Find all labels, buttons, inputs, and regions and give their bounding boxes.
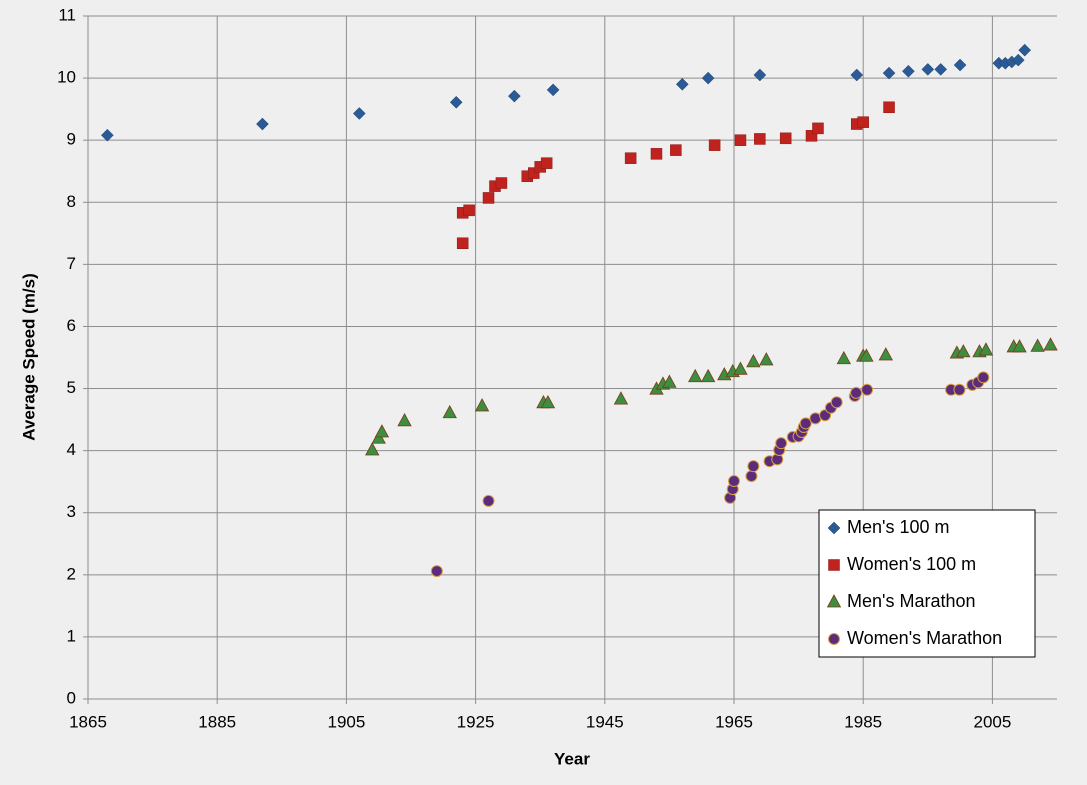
point: [546, 83, 560, 97]
y-tick-label: 7: [67, 254, 76, 273]
point: [978, 342, 994, 356]
x-tick-label: 1985: [844, 712, 882, 731]
point: [977, 371, 990, 384]
point: [836, 350, 851, 365]
point: [662, 374, 677, 388]
point: [613, 391, 629, 405]
point: [101, 128, 114, 142]
point: [482, 192, 495, 204]
y-tick-label: 2: [67, 564, 76, 583]
point: [921, 63, 935, 76]
point: [747, 460, 760, 473]
point: [733, 361, 748, 375]
point: [474, 398, 490, 412]
x-tick-label: 1885: [198, 712, 236, 731]
point: [708, 139, 721, 151]
point: [700, 368, 716, 383]
point: [482, 494, 495, 507]
point: [878, 347, 893, 361]
x-tick-label: 2005: [973, 712, 1011, 731]
point: [775, 437, 788, 450]
point: [805, 130, 818, 142]
point: [430, 565, 443, 578]
y-tick-label: 6: [67, 316, 76, 335]
x-tick-label: 1925: [457, 712, 495, 731]
x-tick-label: 1965: [715, 712, 753, 731]
point: [759, 352, 774, 366]
point: [902, 64, 915, 78]
point: [365, 442, 380, 456]
point: [688, 368, 703, 383]
y-tick-label: 4: [67, 440, 76, 459]
point: [882, 66, 896, 80]
point: [799, 417, 812, 430]
legend-marker: [828, 633, 840, 645]
point: [508, 89, 521, 103]
point: [812, 122, 824, 135]
y-tick-label: 1: [67, 626, 76, 645]
y-axis-title: Average Speed (m/s): [19, 273, 38, 441]
point: [861, 383, 874, 396]
point: [374, 424, 390, 438]
x-tick-label: 1865: [69, 712, 107, 731]
point: [953, 383, 966, 396]
legend-label: Women's 100 m: [847, 554, 976, 574]
x-tick-label: 1905: [327, 712, 365, 731]
y-tick-label: 8: [67, 192, 76, 211]
point: [527, 167, 540, 179]
point: [745, 470, 758, 483]
point: [463, 204, 475, 217]
point: [830, 396, 843, 409]
y-tick-label: 3: [67, 502, 76, 521]
point: [670, 144, 682, 156]
point: [256, 117, 269, 131]
point: [540, 394, 556, 409]
point: [857, 116, 869, 128]
y-tick-label: 10: [57, 68, 76, 87]
point: [850, 386, 863, 399]
x-tick-label: 1945: [586, 712, 624, 731]
point: [734, 134, 747, 146]
legend-marker: [828, 559, 840, 571]
point: [701, 71, 715, 85]
point: [397, 412, 412, 427]
legend-label: Men's 100 m: [847, 517, 949, 537]
point: [728, 475, 740, 488]
point: [540, 157, 553, 169]
point: [883, 101, 895, 114]
x-axis-title: Year: [554, 749, 590, 768]
point: [456, 237, 469, 250]
y-tick-label: 0: [67, 688, 76, 707]
point: [1012, 339, 1027, 353]
point: [754, 133, 766, 145]
point: [953, 58, 967, 72]
point: [859, 348, 874, 362]
legend-marker: [826, 594, 842, 608]
point: [650, 148, 663, 160]
y-tick-label: 11: [58, 5, 76, 24]
legend-label: Men's Marathon: [847, 591, 976, 611]
point: [850, 68, 864, 82]
point: [753, 68, 767, 82]
legend-marker: [827, 521, 841, 535]
point: [934, 63, 948, 76]
legend-label: Women's Marathon: [847, 628, 1002, 648]
y-tick-label: 9: [67, 130, 76, 149]
point: [1043, 337, 1058, 351]
point: [449, 95, 463, 109]
point: [495, 177, 508, 189]
point: [1011, 53, 1025, 67]
point: [1030, 338, 1045, 352]
y-tick-label: 5: [67, 378, 76, 397]
point: [352, 107, 366, 120]
legend-box: [818, 509, 1036, 658]
point: [956, 344, 971, 358]
point: [779, 132, 792, 145]
point: [1018, 43, 1032, 57]
point: [675, 77, 689, 91]
point: [442, 404, 457, 419]
point: [624, 152, 637, 164]
point: [746, 354, 761, 368]
